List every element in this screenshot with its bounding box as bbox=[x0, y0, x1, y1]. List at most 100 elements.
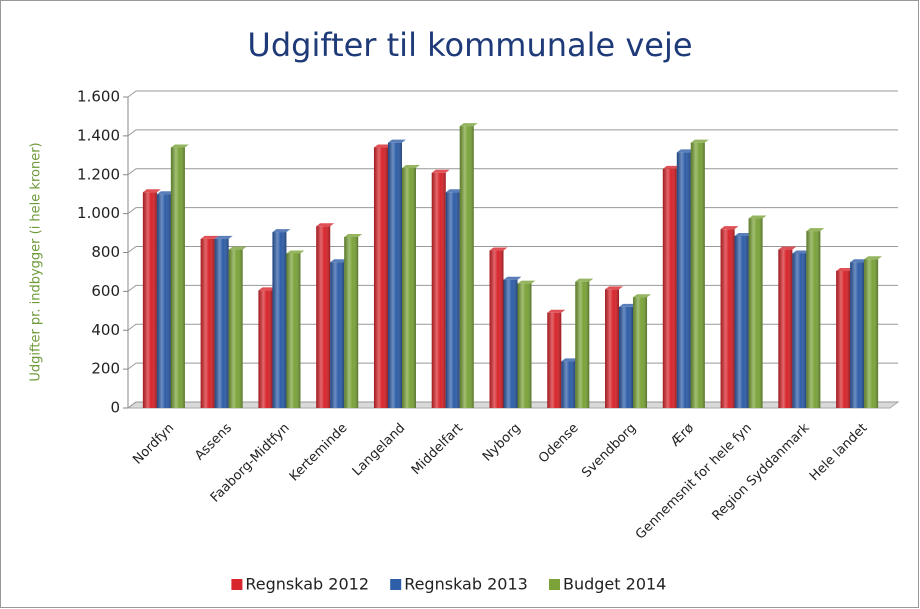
bar-shade bbox=[690, 142, 705, 408]
bar-top bbox=[547, 309, 566, 313]
bar-group bbox=[401, 164, 420, 408]
y-tick-label: 200 bbox=[91, 360, 120, 378]
bar-group bbox=[864, 256, 883, 408]
y-tick-label: 400 bbox=[91, 321, 120, 339]
bar-group bbox=[836, 267, 855, 408]
bar-group bbox=[850, 259, 869, 408]
bar-shade bbox=[272, 232, 287, 408]
bar-top bbox=[503, 276, 522, 280]
bar-group bbox=[792, 250, 811, 408]
bar-shade bbox=[605, 289, 620, 408]
bar-shade bbox=[734, 235, 749, 408]
grid-line bbox=[127, 246, 898, 253]
bar-shade bbox=[142, 192, 157, 408]
bar-shade bbox=[170, 147, 185, 408]
bar-top bbox=[575, 278, 594, 282]
y-tick-label: 1.600 bbox=[77, 88, 120, 106]
bar-group bbox=[662, 165, 681, 408]
bar-top bbox=[734, 232, 753, 236]
bar-shade bbox=[503, 279, 518, 408]
bar-group bbox=[373, 144, 392, 408]
bar-shade bbox=[778, 249, 793, 408]
bar-shade bbox=[633, 297, 648, 408]
bar-shade bbox=[489, 250, 504, 408]
bar-group bbox=[431, 169, 450, 408]
bar-shade bbox=[200, 238, 215, 408]
grid-line bbox=[127, 90, 898, 98]
bar-top bbox=[720, 226, 739, 230]
bar-shade bbox=[156, 194, 171, 408]
bar-shade bbox=[387, 142, 402, 408]
bar-group bbox=[547, 309, 566, 408]
bar-top bbox=[200, 235, 219, 239]
bar-shade bbox=[792, 253, 807, 408]
legend-label: Budget 2014 bbox=[563, 575, 666, 594]
bar-group bbox=[170, 144, 189, 408]
bar-group bbox=[720, 226, 739, 408]
bar-group bbox=[286, 250, 305, 408]
bar-top bbox=[214, 235, 233, 239]
bar-shade bbox=[214, 238, 229, 408]
bar-top bbox=[459, 123, 478, 127]
bar-group bbox=[575, 278, 594, 408]
bar-group bbox=[214, 235, 233, 408]
grid-line bbox=[127, 129, 898, 137]
grid-line bbox=[127, 284, 898, 292]
bar-group bbox=[676, 149, 695, 408]
bar-group bbox=[619, 303, 638, 408]
bar-group bbox=[690, 139, 709, 408]
legend-label: Regnskab 2013 bbox=[404, 575, 528, 594]
y-tick-label: 0 bbox=[110, 399, 120, 417]
bar-shade bbox=[850, 262, 865, 408]
bar-top bbox=[401, 164, 420, 168]
y-tick-label: 1.000 bbox=[77, 204, 120, 222]
bar-shade bbox=[561, 361, 576, 408]
bar-group bbox=[489, 247, 508, 408]
bar-top bbox=[489, 247, 508, 251]
legend: Regnskab 2012 Regnskab 2013 Budget 2014 bbox=[231, 575, 666, 594]
bar-group bbox=[605, 286, 624, 408]
bar-group bbox=[258, 287, 277, 408]
bar-group bbox=[748, 215, 767, 408]
bar-shade bbox=[806, 231, 821, 408]
bar-shade bbox=[662, 168, 677, 408]
bar-shade bbox=[676, 152, 691, 408]
bar-group bbox=[316, 223, 335, 408]
legend-swatch bbox=[231, 579, 243, 590]
bar-group bbox=[156, 191, 175, 408]
bar-top bbox=[676, 149, 695, 153]
bar-top bbox=[258, 287, 277, 291]
bar-group bbox=[517, 280, 536, 408]
grid-line bbox=[127, 207, 898, 215]
bar-top bbox=[286, 250, 305, 254]
bar-shade bbox=[619, 306, 634, 408]
bar-top bbox=[431, 169, 450, 173]
y-axis-label: Udgifter pr. indbygger (i hele kroner) bbox=[29, 142, 44, 381]
bar-top bbox=[619, 303, 638, 307]
bar-shade bbox=[864, 259, 879, 408]
bar-top bbox=[387, 139, 406, 143]
bar-top bbox=[228, 246, 247, 250]
bar-top bbox=[633, 294, 652, 298]
bar-shade bbox=[748, 218, 763, 408]
bar-shade bbox=[517, 283, 532, 408]
bar-shade bbox=[547, 312, 562, 408]
bar-top bbox=[316, 223, 335, 227]
bar-shade bbox=[445, 192, 460, 408]
grid-line bbox=[127, 168, 898, 176]
bar-group bbox=[806, 228, 825, 408]
bar-shade bbox=[575, 281, 590, 408]
bar-shade bbox=[330, 262, 345, 408]
bar-top bbox=[605, 286, 624, 290]
legend-label: Regnskab 2012 bbox=[245, 575, 369, 594]
bar-top bbox=[517, 280, 536, 284]
bar-shade bbox=[459, 126, 474, 408]
bar-top bbox=[778, 246, 797, 250]
bar-top bbox=[850, 259, 869, 263]
bar-top bbox=[864, 256, 883, 260]
bar-group bbox=[734, 232, 753, 408]
bar-group bbox=[387, 139, 406, 408]
bar-group bbox=[200, 235, 219, 408]
bar-top bbox=[662, 165, 681, 169]
